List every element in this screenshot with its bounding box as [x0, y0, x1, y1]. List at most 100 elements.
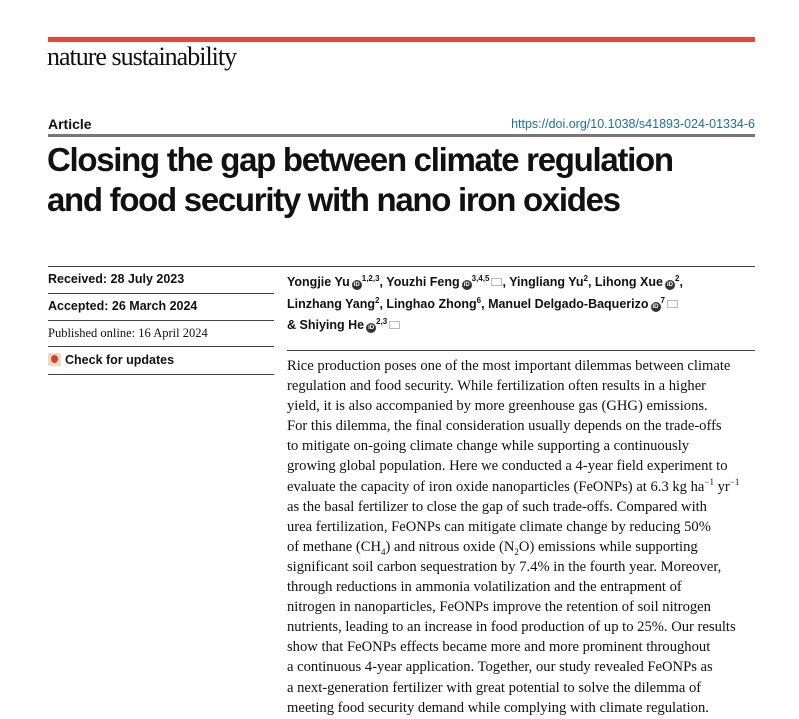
abstract-line: to mitigate on-going climate change whil…	[287, 436, 762, 456]
abstract-line: meeting food security demand while compl…	[287, 698, 762, 718]
abstract-text: nitrogen in nanoparticles, FeONPs improv…	[287, 599, 711, 616]
author-name[interactable]: Manuel Delgado-Baquerizo	[488, 296, 649, 311]
abstract-text: −1	[704, 476, 714, 487]
abstract-text: −1	[729, 476, 740, 487]
author: Linzhang Yang2,	[287, 295, 387, 311]
abstract-line: show that FeONPs effects became more and…	[287, 637, 762, 657]
journal-brand-bar	[48, 37, 755, 42]
title-line: and food security with nano iron oxides	[47, 181, 621, 218]
separator: ,	[679, 275, 683, 290]
abstract-text: 4	[381, 546, 386, 557]
email-icon[interactable]	[491, 278, 503, 287]
article-type: Article	[48, 116, 92, 132]
orcid-icon[interactable]: iD	[461, 280, 472, 291]
abstract-line: nutrients, leading to an increase in foo…	[287, 617, 762, 637]
abstract-text: yr	[713, 478, 730, 495]
title-line: Closing the gap between climate regulati…	[47, 141, 674, 178]
abstract-line: evaluate the capacity of iron oxide nano…	[287, 477, 762, 497]
abstract-text: 2	[514, 546, 519, 557]
abstract-line: nitrogen in nanoparticles, FeONPs improv…	[287, 597, 762, 617]
abstract-text: O) emissions while supporting	[518, 538, 698, 555]
separator: ,	[481, 296, 489, 311]
abstract-line: through reductions in ammonia volatiliza…	[287, 577, 762, 597]
author: Manuel Delgado-Baquerizo iD7	[488, 295, 678, 312]
abstract-line: yield, it is also accompanied by more gr…	[287, 396, 762, 416]
orcid-icon[interactable]: iD	[366, 323, 377, 334]
author-name[interactable]: Youzhi Feng	[386, 275, 460, 290]
separator: ,	[379, 275, 387, 290]
abstract-text: urea fertilization, FeONPs can mitigate …	[287, 518, 711, 535]
author-name[interactable]: Yingliang Yu	[509, 275, 584, 290]
abstract-text: yield, it is also accompanied by more gr…	[287, 398, 708, 415]
author: Youzhi Feng iD3,4,5,	[386, 274, 510, 291]
abstract-line: For this dilemma, the final consideratio…	[287, 416, 762, 436]
header-divider	[48, 134, 755, 137]
abstract-text: meeting food security demand while compl…	[287, 699, 709, 716]
affiliation: 2	[674, 274, 680, 283]
received-date: Received: 28 July 2023	[48, 272, 185, 286]
divider	[287, 350, 755, 351]
check-updates-label: Check for updates	[65, 353, 175, 367]
abstract-line: a next-generation fertilizer with great …	[287, 678, 762, 698]
abstract-line: as the basal fertilizer to close the gap…	[287, 497, 762, 517]
check-for-updates-button[interactable]: Check for updates	[48, 353, 174, 367]
abstract-text: to mitigate on-going climate change whil…	[287, 438, 690, 455]
author-name[interactable]: Linghao Zhong	[386, 296, 477, 311]
separator: ,	[587, 275, 595, 290]
email-icon[interactable]	[389, 321, 401, 330]
abstract-text: through reductions in ammonia volatiliza…	[287, 579, 682, 596]
affiliation: 2	[374, 295, 380, 305]
author-name[interactable]: Lihong Xue	[594, 275, 663, 290]
author-list: Yongjie Yu iD1,2,3, Youzhi Feng iD3,4,5, Y…	[287, 270, 757, 335]
separator: ,	[502, 275, 510, 290]
abstract-text: evaluate the capacity of iron oxide nano…	[287, 478, 705, 495]
abstract-line: Rice production poses one of the most im…	[287, 356, 762, 376]
abstract-line: urea fertilization, FeONPs can mitigate …	[287, 517, 762, 537]
accepted-date: Accepted: 26 March 2024	[48, 299, 198, 313]
journal-logo: nature sustainability	[47, 42, 237, 71]
abstract-text: growing global population. Here we condu…	[287, 458, 728, 475]
divider	[48, 374, 274, 375]
abstract-text: significant soil carbon sequestration by…	[287, 558, 722, 575]
abstract-text: Rice production poses one of the most im…	[287, 358, 731, 374]
divider	[48, 266, 755, 267]
abstract-text: a continuous 4-year application. Togethe…	[287, 659, 713, 676]
abstract: Rice production poses one of the most im…	[287, 356, 762, 718]
abstract-text: a next-generation fertilizer with great …	[287, 679, 702, 696]
affiliation: 2	[583, 274, 588, 283]
affiliation: 6	[476, 295, 482, 305]
divider	[48, 320, 274, 321]
author: & Shiying He iD2,3	[287, 317, 401, 334]
abstract-text: For this dilemma, the final consideratio…	[287, 418, 722, 435]
abstract-text: as the basal fertilizer to close the gap…	[287, 498, 707, 515]
separator: ,	[379, 296, 387, 311]
affiliation: 3,4,5	[471, 274, 490, 283]
orcid-icon[interactable]: iD	[650, 301, 661, 312]
author-name[interactable]: & Shiying He	[287, 318, 365, 333]
abstract-text: regulation and food security. While fert…	[287, 378, 707, 395]
author: Yingliang Yu2,	[509, 274, 595, 290]
doi-link[interactable]: https://doi.org/10.1038/s41893-024-01334…	[511, 117, 755, 131]
orcid-icon[interactable]: iD	[664, 280, 675, 291]
abstract-text: nutrients, leading to an increase in foo…	[287, 619, 736, 636]
author-name[interactable]: Yongjie Yu	[287, 275, 350, 290]
affiliation: 2,3	[376, 317, 388, 327]
abstract-text: show that FeONPs effects became more and…	[287, 639, 711, 656]
abstract-line: of methane (CH4) and nitrous oxide (N2O)…	[287, 537, 762, 557]
affiliation: 7	[660, 295, 665, 305]
check-updates-icon	[48, 353, 61, 366]
abstract-line: growing global population. Here we condu…	[287, 456, 762, 476]
email-icon[interactable]	[666, 299, 678, 308]
abstract-line: significant soil carbon sequestration by…	[287, 557, 762, 577]
abstract-text: ) and nitrous oxide (N	[385, 538, 515, 555]
published-date: Published online: 16 April 2024	[48, 326, 208, 340]
orcid-icon[interactable]: iD	[351, 280, 362, 291]
author: Lihong Xue iD2,	[594, 274, 683, 291]
author-name[interactable]: Linzhang Yang	[287, 296, 375, 311]
divider	[48, 293, 274, 294]
page-title: Closing the gap between climate regulati…	[47, 140, 674, 220]
divider	[48, 346, 274, 347]
abstract-line: a continuous 4-year application. Togethe…	[287, 657, 762, 677]
abstract-line: regulation and food security. While fert…	[287, 376, 762, 396]
author: Yongjie Yu iD1,2,3,	[287, 274, 387, 291]
